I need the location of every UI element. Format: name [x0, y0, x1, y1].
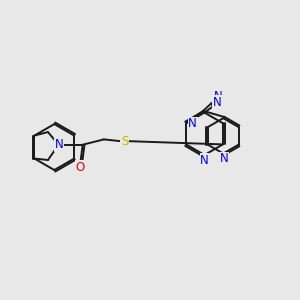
Text: N: N — [219, 152, 228, 165]
Text: O: O — [76, 161, 85, 174]
Text: N: N — [200, 154, 209, 167]
Text: S: S — [121, 135, 128, 148]
Text: N: N — [188, 117, 197, 130]
Text: N: N — [214, 90, 223, 103]
Text: N: N — [212, 95, 221, 109]
Text: N: N — [55, 138, 64, 151]
